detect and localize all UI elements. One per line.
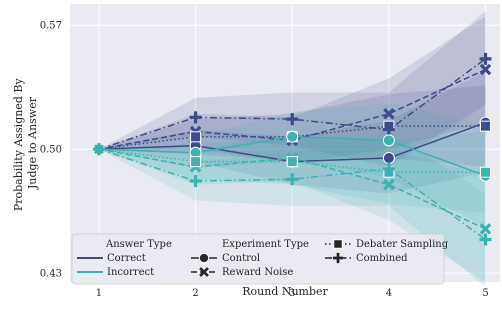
data-point	[286, 113, 299, 126]
data-point	[480, 166, 492, 178]
y-tick-label: 0.50	[40, 145, 62, 156]
legend-answer-label: Incorrect	[107, 267, 154, 278]
series-line	[98, 68, 486, 150]
data-point	[190, 156, 202, 168]
data-point	[382, 162, 395, 175]
x-axis-label: Round Number	[242, 285, 328, 298]
series-line	[98, 125, 486, 150]
series-line	[98, 148, 486, 230]
legend-experiment-type-title: Experiment Type	[222, 239, 309, 250]
legend-answer-type-title: Answer Type	[105, 239, 172, 250]
data-point	[479, 223, 492, 235]
legend-experiment-marker	[199, 267, 209, 277]
data-point	[382, 123, 395, 136]
x-tick-label: 5	[482, 288, 488, 299]
data-point	[189, 175, 202, 188]
data-point	[479, 63, 492, 76]
data-point	[479, 233, 492, 246]
data-point	[479, 52, 492, 65]
data-point	[382, 134, 395, 147]
data-point	[286, 156, 298, 168]
legend-experiment-marker	[198, 252, 210, 264]
legend: Answer Type Correct Incorrect Experiment …	[71, 233, 449, 285]
data-point	[382, 152, 395, 165]
legend-experiment-label: Combined	[356, 253, 408, 264]
series-markers	[92, 52, 492, 246]
series-line	[98, 148, 486, 173]
y-axis-label-line-1: Probability Assigned By	[12, 78, 25, 212]
data-point	[92, 143, 105, 156]
y-tick-label: 0.43	[40, 269, 62, 280]
legend-answer-entries: Correct Incorrect	[77, 253, 154, 278]
legend-experiment-label: Reward Noise	[222, 267, 293, 278]
y-axis-label-line-2: Judge to Answer	[26, 96, 39, 190]
legend-experiment-entries: Control Reward Noise Debater Sampling Combi…	[191, 239, 449, 278]
data-point	[383, 108, 395, 120]
y-axis-label: Probability Assigned By Judge to Answer	[12, 75, 39, 211]
data-point	[286, 130, 299, 143]
legend-experiment-marker	[332, 252, 344, 264]
y-tick-label: 0.57	[40, 21, 62, 32]
series-line	[98, 58, 486, 150]
legend-box	[71, 233, 445, 285]
data-point	[190, 131, 202, 143]
data-point	[286, 173, 299, 186]
y-tick-labels: 0.43 0.50 0.57	[40, 21, 62, 280]
data-point	[383, 178, 395, 191]
x-tick-label: 1	[96, 288, 102, 299]
x-tick-label: 2	[192, 288, 198, 299]
legend-experiment-marker	[333, 239, 343, 249]
data-point	[480, 120, 492, 132]
x-tick-labels: 1 2 3 4 5	[96, 288, 489, 299]
series-line	[98, 148, 486, 241]
x-tick-label: 3	[289, 288, 295, 299]
legend-experiment-label: Control	[222, 253, 260, 264]
x-tick-label: 4	[386, 288, 392, 299]
legend-answer-label: Correct	[107, 253, 146, 264]
data-point	[189, 111, 202, 124]
legend-experiment-label: Debater Sampling	[356, 239, 449, 250]
